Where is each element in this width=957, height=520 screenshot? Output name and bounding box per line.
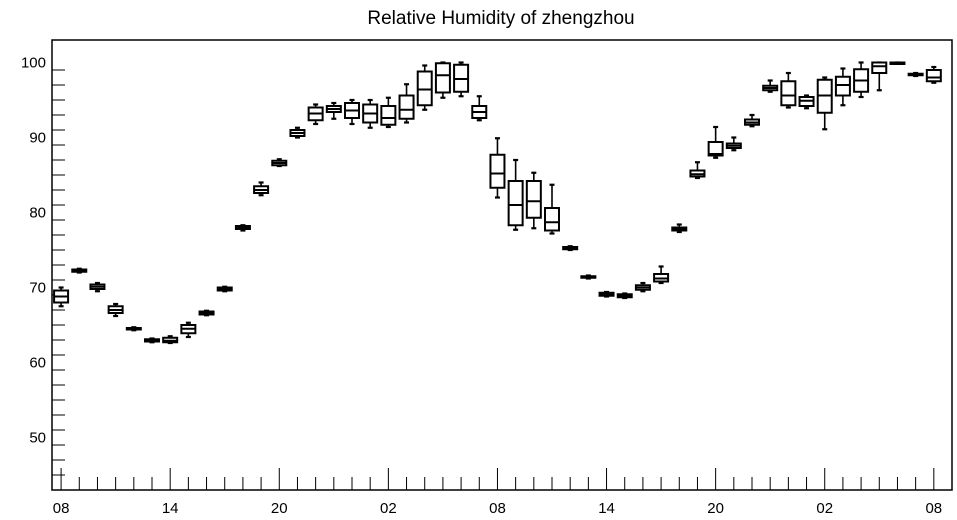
y-tick-label: 70 [29,280,46,297]
box-body [416,70,433,107]
box-series [53,61,942,345]
box-body [834,75,851,97]
box-41 [798,94,815,110]
box-body [544,207,560,232]
box-17 [362,98,379,129]
box-10 [234,224,251,232]
box-39 [762,79,779,93]
box-40 [780,71,797,109]
box-34 [671,223,688,234]
box-2 [89,281,106,293]
y-tick-label: 90 [29,130,46,147]
x-tick-label: 02 [380,500,397,517]
box-16 [344,98,360,126]
box-3 [107,302,124,318]
box-body [707,141,724,157]
box-31 [616,292,633,300]
y-tick-label: 50 [29,430,46,447]
box-20 [416,64,433,111]
box-7 [180,321,197,339]
box-25 [507,158,524,231]
box-47 [907,71,924,78]
box-4 [125,326,142,332]
box-21 [434,61,451,99]
box-body [434,62,451,94]
box-15 [325,101,342,120]
box-19 [398,83,415,124]
box-body [380,105,397,126]
box-body [489,153,506,189]
box-33 [653,265,670,285]
box-9 [216,285,233,293]
box-body [925,69,942,83]
box-18 [380,96,397,129]
box-30 [598,290,615,298]
x-tick-label: 08 [489,500,506,517]
y-tick-label: 100 [21,55,46,72]
box-8 [198,309,215,317]
x-tick-label: 08 [925,500,942,517]
box-1 [71,267,88,274]
box-28 [562,245,579,252]
box-11 [253,181,270,197]
box-26 [525,171,542,230]
box-23 [471,95,488,122]
box-22 [453,61,470,98]
x-axis: 08 14 20 02 08 14 20 02 08 [53,468,942,517]
y-tick-label: 60 [29,355,46,372]
box-48 [925,65,942,84]
x-tick-label: 08 [53,500,70,517]
x-tick-label: 14 [598,500,615,517]
y-tick-label: 80 [29,205,46,222]
x-tick-label: 02 [816,500,833,517]
box-46 [889,61,906,65]
box-32 [634,281,651,293]
chart-title: Relative Humidity of zhengzhou [367,8,634,29]
x-tick-label: 20 [707,500,724,517]
box-0 [53,286,70,308]
box-24 [489,137,506,199]
box-6 [162,335,179,345]
x-tick-label: 20 [271,500,288,517]
y-axis: 50 60 70 80 90 100 [21,55,65,476]
box-body [780,80,797,107]
box-36 [707,125,724,159]
x-tick-label: 14 [162,500,179,517]
box-13 [289,126,306,139]
box-35 [689,161,706,180]
box-38 [744,113,760,128]
box-37 [725,136,742,152]
box-43 [834,67,851,107]
box-44 [853,61,870,99]
box-body [525,180,542,219]
box-12 [271,158,288,168]
box-body [398,94,415,120]
box-5 [144,337,160,344]
box-body [507,180,524,227]
box-body [871,61,888,74]
box-42 [816,76,833,131]
box-45 [871,61,888,92]
box-29 [580,274,597,280]
box-27 [544,183,560,235]
box-14 [307,103,324,126]
